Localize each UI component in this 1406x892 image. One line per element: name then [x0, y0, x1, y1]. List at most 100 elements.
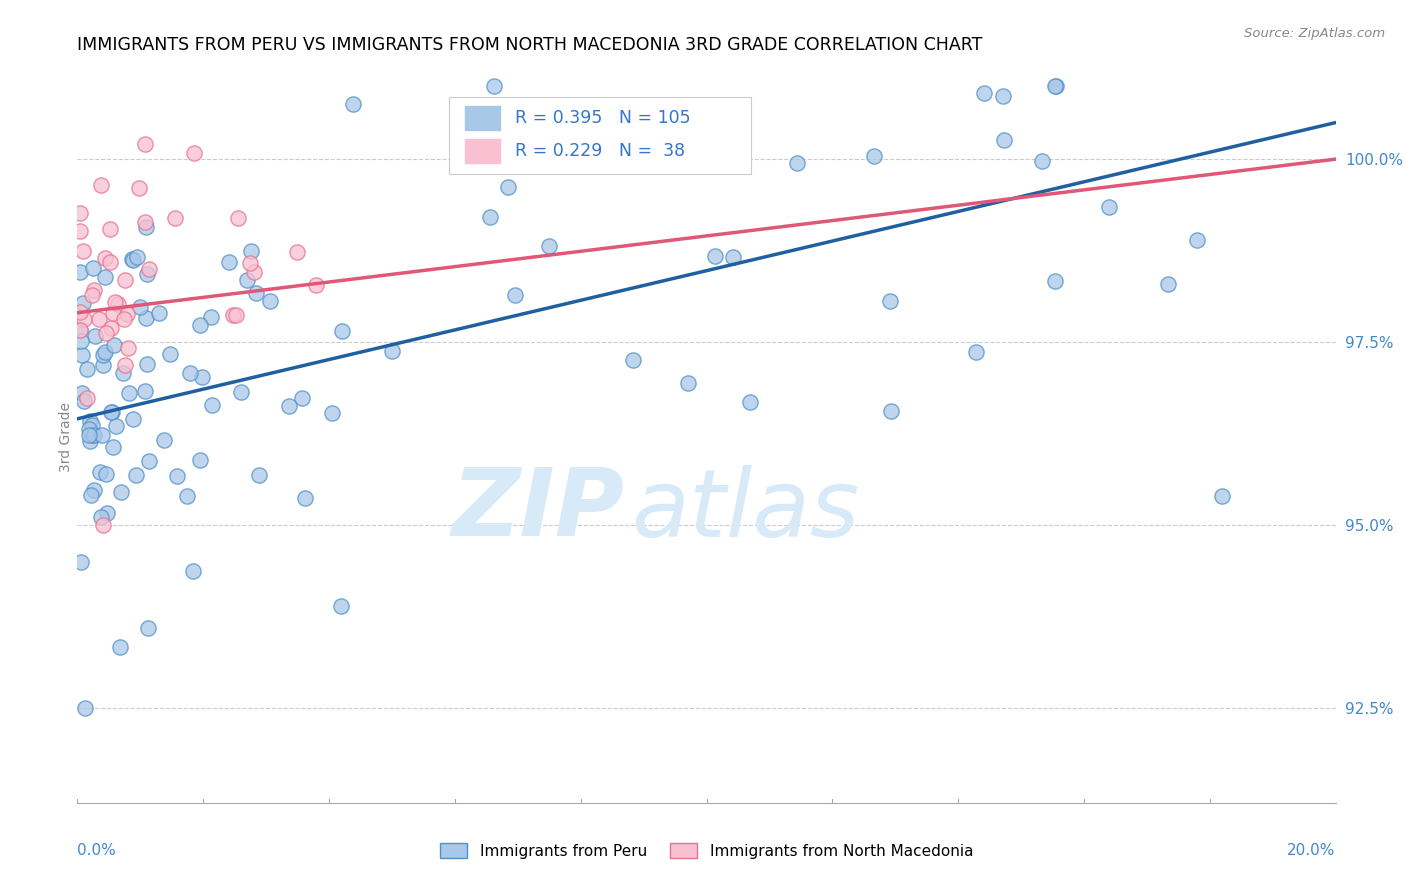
Text: 20.0%: 20.0%: [1288, 843, 1336, 858]
Point: [1098, 200, 1121, 214]
Point: [218, 254, 240, 268]
Point: [278, 399, 301, 413]
Point: [114, 358, 136, 372]
Point: [94, 345, 117, 359]
Point: [101, 405, 124, 419]
Point: [112, 312, 135, 326]
Point: [321, 406, 343, 420]
Point: [135, 311, 157, 326]
Point: [93, 251, 115, 265]
Point: [103, 337, 125, 351]
Point: [91, 358, 114, 372]
Point: [188, 318, 211, 332]
Point: [79, 414, 101, 428]
Point: [786, 156, 808, 170]
Point: [69, 323, 91, 337]
Point: [993, 133, 1015, 147]
Point: [740, 395, 762, 409]
Point: [484, 78, 506, 93]
FancyBboxPatch shape: [449, 97, 751, 174]
Point: [138, 454, 160, 468]
Point: [537, 239, 560, 253]
Point: [94, 326, 117, 341]
Point: [104, 419, 127, 434]
Point: [721, 251, 744, 265]
Point: [129, 300, 152, 314]
Point: [291, 391, 314, 405]
Point: [121, 253, 143, 268]
Point: [287, 244, 309, 259]
Point: [503, 288, 526, 302]
Point: [879, 293, 901, 308]
Point: [69, 205, 91, 219]
Point: [72, 296, 94, 310]
Point: [183, 145, 205, 160]
Point: [125, 468, 148, 483]
Point: [82, 260, 104, 275]
Point: [294, 491, 316, 505]
Point: [259, 293, 281, 308]
Point: [993, 89, 1015, 103]
Point: [89, 466, 111, 480]
Point: [70, 555, 93, 569]
Point: [93, 269, 115, 284]
Point: [1157, 277, 1180, 292]
Point: [100, 405, 122, 419]
Point: [239, 244, 262, 259]
Point: [80, 288, 103, 302]
Point: [166, 469, 188, 483]
Point: [703, 249, 725, 263]
Y-axis label: 3rd Grade: 3rd Grade: [59, 402, 73, 472]
Point: [122, 412, 145, 426]
Point: [108, 640, 131, 654]
Point: [73, 394, 96, 409]
Text: ZIP: ZIP: [451, 464, 624, 557]
Point: [72, 244, 94, 258]
Text: R = 0.395   N = 105: R = 0.395 N = 105: [515, 109, 690, 128]
Point: [134, 384, 156, 398]
Point: [236, 273, 259, 287]
Point: [138, 262, 160, 277]
Point: [135, 219, 157, 234]
Point: [159, 347, 181, 361]
Point: [79, 434, 101, 449]
Text: Source: ZipAtlas.com: Source: ZipAtlas.com: [1244, 27, 1385, 40]
Point: [1043, 78, 1066, 93]
Point: [148, 306, 170, 320]
Point: [89, 312, 111, 326]
Point: [121, 252, 143, 266]
Point: [201, 398, 224, 412]
Point: [101, 440, 124, 454]
Point: [91, 428, 114, 442]
Point: [621, 353, 644, 368]
Point: [84, 328, 107, 343]
Bar: [465, 139, 501, 162]
Point: [69, 224, 91, 238]
Point: [136, 621, 159, 635]
Point: [1187, 234, 1209, 248]
Point: [76, 362, 98, 376]
Point: [101, 306, 124, 320]
Point: [90, 510, 112, 524]
Point: [83, 283, 105, 297]
Point: [342, 97, 364, 112]
Point: [176, 489, 198, 503]
Point: [75, 700, 97, 714]
Point: [676, 376, 699, 390]
Point: [114, 273, 136, 287]
Text: 0.0%: 0.0%: [77, 843, 117, 858]
Point: [128, 181, 150, 195]
Point: [247, 467, 270, 482]
Point: [136, 267, 159, 281]
Point: [183, 565, 205, 579]
Point: [1211, 489, 1233, 503]
Point: [330, 599, 353, 613]
Point: [1043, 274, 1066, 288]
Point: [107, 297, 129, 311]
Point: [96, 507, 118, 521]
Point: [100, 320, 122, 334]
Text: R = 0.229   N =  38: R = 0.229 N = 38: [515, 142, 685, 160]
Point: [479, 211, 502, 225]
Point: [496, 180, 519, 194]
Point: [965, 345, 987, 359]
